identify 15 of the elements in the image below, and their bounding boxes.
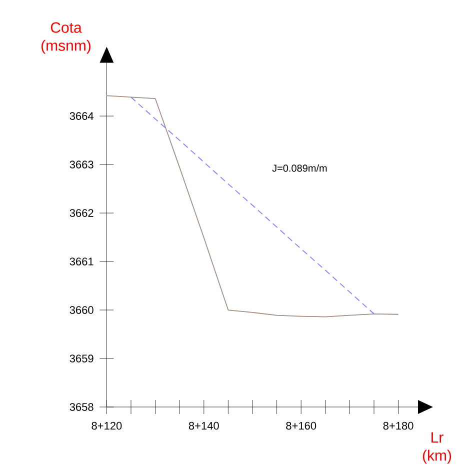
y-tick-label: 3664: [70, 112, 94, 120]
annotation: J=0.089m/m: [272, 164, 327, 172]
x-axis-title: Lr (km): [422, 432, 452, 464]
y-tick-label: 3661: [70, 258, 94, 266]
y-tick-label: 3663: [70, 160, 94, 168]
y-tick-label: 3658: [70, 403, 94, 411]
x-tick-label: 8+140: [188, 422, 219, 430]
x-tick-label: 8+180: [383, 422, 414, 430]
y-axis-title: Cota (msnm): [42, 22, 90, 54]
line-series: [130, 96, 374, 314]
y-tick-label: 3660: [70, 306, 94, 314]
y-tick-label: 3659: [70, 354, 94, 362]
y-tick-label: 3662: [70, 209, 94, 217]
x-tick-label: 8+120: [92, 422, 122, 430]
x-tick-label: 8+160: [286, 422, 316, 430]
